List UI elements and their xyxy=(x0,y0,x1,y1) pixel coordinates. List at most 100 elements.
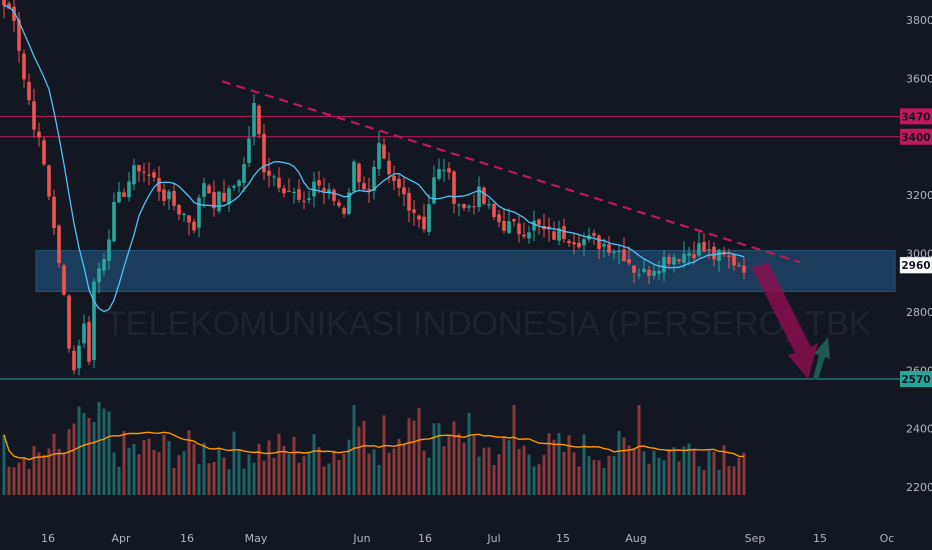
volume-bar xyxy=(657,457,661,495)
volume-bar xyxy=(457,433,461,495)
volume-bar xyxy=(97,401,101,495)
volume-bar xyxy=(542,454,546,495)
candle xyxy=(617,244,621,265)
candle xyxy=(217,191,221,214)
candle-body xyxy=(307,198,311,200)
volume-bar xyxy=(102,408,106,495)
candle-body xyxy=(27,81,31,101)
candle xyxy=(427,193,431,236)
candle xyxy=(102,252,106,277)
candle-body xyxy=(37,131,41,138)
volume-bar xyxy=(727,466,731,495)
candle xyxy=(497,209,501,228)
candle-body xyxy=(507,221,511,233)
candle xyxy=(2,0,6,19)
volume-bar xyxy=(422,450,426,495)
candle-body xyxy=(192,221,196,231)
volume-bar xyxy=(362,420,366,495)
candle-body xyxy=(92,281,96,361)
candle xyxy=(742,257,746,280)
candle xyxy=(302,191,306,210)
candle xyxy=(192,218,196,234)
candle-body xyxy=(322,188,326,192)
candle xyxy=(187,215,191,236)
volume-bar xyxy=(707,450,711,495)
candle xyxy=(132,158,136,191)
volume-bar xyxy=(467,412,471,495)
volume-bar xyxy=(2,434,6,495)
price-tag-label: 2570 xyxy=(901,374,930,386)
descending-trendline xyxy=(221,80,801,264)
volume-bar xyxy=(672,447,676,495)
candle-body xyxy=(47,165,51,197)
candle-body xyxy=(502,221,506,231)
volume-bar xyxy=(132,443,136,495)
volume-bar xyxy=(197,463,201,495)
volume-bar xyxy=(537,464,541,495)
volume-moving-average-line xyxy=(3,431,745,461)
candle xyxy=(237,179,241,193)
candle xyxy=(557,220,561,246)
price-tag-3400: 3400 xyxy=(900,128,932,145)
y-axis-tick-label: 3200 xyxy=(906,189,932,202)
down-projection-arrow xyxy=(752,262,818,380)
support-zone-layer xyxy=(35,250,896,292)
volume-bar xyxy=(532,466,536,495)
candle xyxy=(712,242,716,267)
volume-bar xyxy=(612,456,616,495)
candle-body xyxy=(352,161,356,192)
candle-body xyxy=(172,191,176,206)
candle-body xyxy=(87,322,91,362)
candle xyxy=(362,176,366,191)
candle-body xyxy=(682,253,686,263)
candle xyxy=(27,73,31,106)
candle xyxy=(667,253,671,267)
volume-bar xyxy=(32,445,36,495)
x-axis[interactable]: 16 Apr 16 May Jun 16 Jul 15 Aug Sep 15 Oc xyxy=(41,532,894,545)
candle-body xyxy=(622,249,626,262)
candle xyxy=(577,233,581,250)
candle-body xyxy=(22,53,26,80)
candle xyxy=(317,171,321,194)
candle-body xyxy=(302,200,306,202)
candle-body xyxy=(432,177,436,204)
volume-bar xyxy=(202,442,206,495)
candle xyxy=(167,189,171,210)
volume-bar xyxy=(487,447,491,495)
candle-body xyxy=(512,219,516,222)
candle xyxy=(477,176,481,212)
volume-bar xyxy=(117,466,121,495)
candle-body xyxy=(342,207,346,214)
candle-body xyxy=(132,165,136,185)
candle-body xyxy=(462,203,466,209)
volume-bar xyxy=(37,452,41,495)
volume-bar xyxy=(592,460,596,495)
volume-bar xyxy=(217,448,221,495)
volume-bar xyxy=(577,466,581,495)
candle-body xyxy=(97,268,101,283)
y-axis-tick-label: 2800 xyxy=(906,306,932,319)
candle xyxy=(532,210,536,242)
volume-bar xyxy=(267,440,271,495)
candle-body xyxy=(177,205,181,215)
volume-bar xyxy=(547,433,551,495)
volume-bar xyxy=(177,455,181,495)
candle-body xyxy=(227,188,231,205)
candle xyxy=(107,229,111,270)
candle-body xyxy=(287,190,291,192)
volume-bar xyxy=(567,435,571,495)
candle xyxy=(222,179,226,202)
candle xyxy=(692,241,696,265)
candle xyxy=(177,203,181,221)
candles-layer xyxy=(2,0,746,376)
candle-body xyxy=(557,228,561,241)
candle-body xyxy=(647,269,651,276)
volume-bar xyxy=(67,429,71,495)
candle xyxy=(502,209,506,234)
volume-bar xyxy=(207,463,211,495)
candle-body xyxy=(212,191,216,209)
candle-body xyxy=(617,250,621,253)
y-axis[interactable]: 380036003400320030002800260024002200 xyxy=(906,14,932,494)
volume-bar xyxy=(452,421,456,495)
